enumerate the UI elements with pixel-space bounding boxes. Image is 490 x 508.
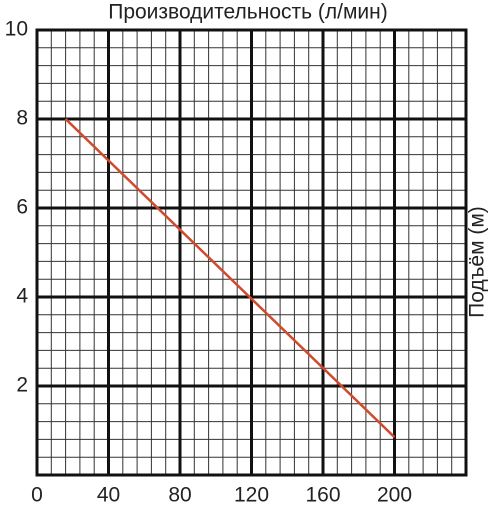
x-axis-title: Производительность (л/мин) <box>108 1 388 24</box>
y-tick-label: 2 <box>16 374 28 397</box>
data-line <box>64 118 396 439</box>
y-tick-label: 4 <box>16 285 28 308</box>
x-tick-label: 0 <box>31 484 43 507</box>
x-tick-label: 80 <box>168 484 191 507</box>
y-tick-label: 8 <box>16 107 28 130</box>
x-tick-label: 120 <box>234 484 269 507</box>
y-tick-label: 10 <box>5 18 28 41</box>
y-tick-label: 6 <box>16 196 28 219</box>
x-tick-label: 200 <box>377 484 412 507</box>
y-axis-title: Подъём (м) <box>466 206 489 318</box>
plot-frame <box>35 28 468 477</box>
x-tick-label: 40 <box>97 484 120 507</box>
x-tick-label: 160 <box>305 484 340 507</box>
